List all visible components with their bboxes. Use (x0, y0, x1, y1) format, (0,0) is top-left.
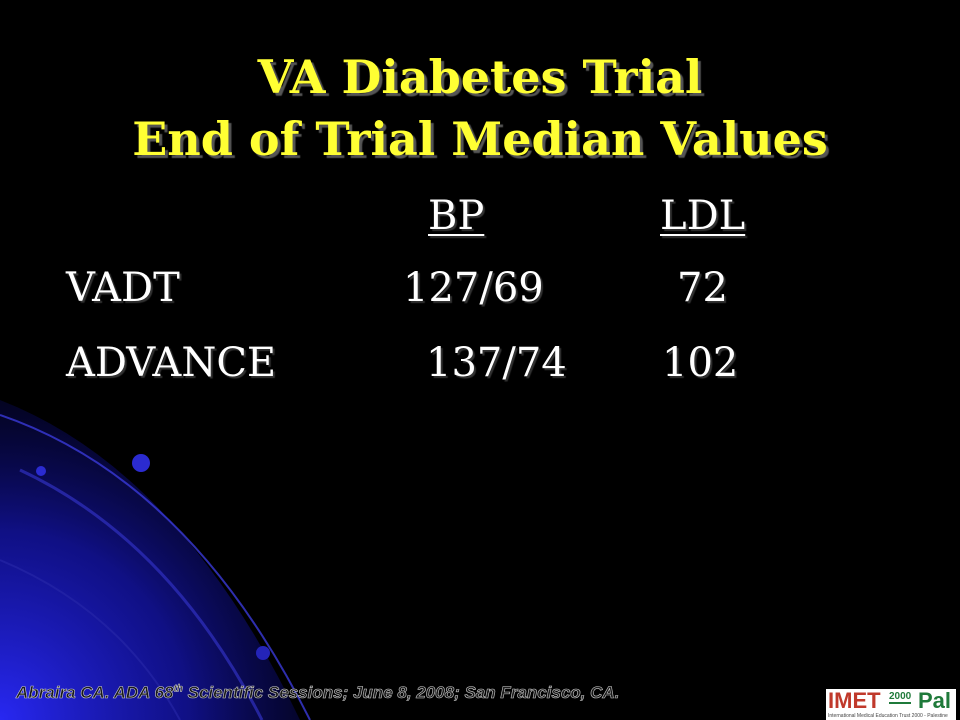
swirl-arc-3 (0, 559, 181, 720)
row-label-vadt: VADT (66, 265, 180, 311)
logo-imet-text: IMET (828, 688, 881, 713)
row-vadt-bp: 127/69 (403, 265, 544, 311)
logo-pal-text: Pal (918, 688, 952, 713)
swirl-dot-3 (256, 646, 270, 660)
header-ldl: LDL (660, 193, 746, 239)
row-advance-bp: 137/74 (426, 340, 567, 386)
imet-logo: IMET 2000 Pal International Medical Educ… (826, 689, 956, 720)
citation-superscript: th (173, 683, 183, 695)
swirl-dot-2 (36, 466, 46, 476)
slide-title: VA Diabetes Trial End of Trial Median Va… (0, 46, 960, 170)
header-bp: BP (428, 193, 485, 239)
citation-footer: Abraira CA. ADA 68th Scientific Sessions… (16, 683, 620, 703)
citation-text-pre: Abraira CA. ADA 68 (16, 683, 174, 703)
swirl-arc-1 (0, 414, 311, 720)
swirl-dot-1 (132, 454, 150, 472)
logo-tagline: International Medical Education Trust 20… (828, 713, 948, 719)
row-vadt-ldl: 72 (677, 265, 728, 311)
title-line-2: End of Trial Median Values (132, 112, 828, 166)
row-advance-ldl: 102 (662, 340, 739, 386)
swirl-arc-2 (19, 468, 264, 720)
citation-text-post: Scientific Sessions; June 8, 2008; San F… (182, 683, 620, 703)
title-line-1: VA Diabetes Trial (257, 50, 703, 104)
row-label-advance: ADVANCE (66, 340, 277, 386)
logo-year-text: 2000 (889, 691, 912, 704)
